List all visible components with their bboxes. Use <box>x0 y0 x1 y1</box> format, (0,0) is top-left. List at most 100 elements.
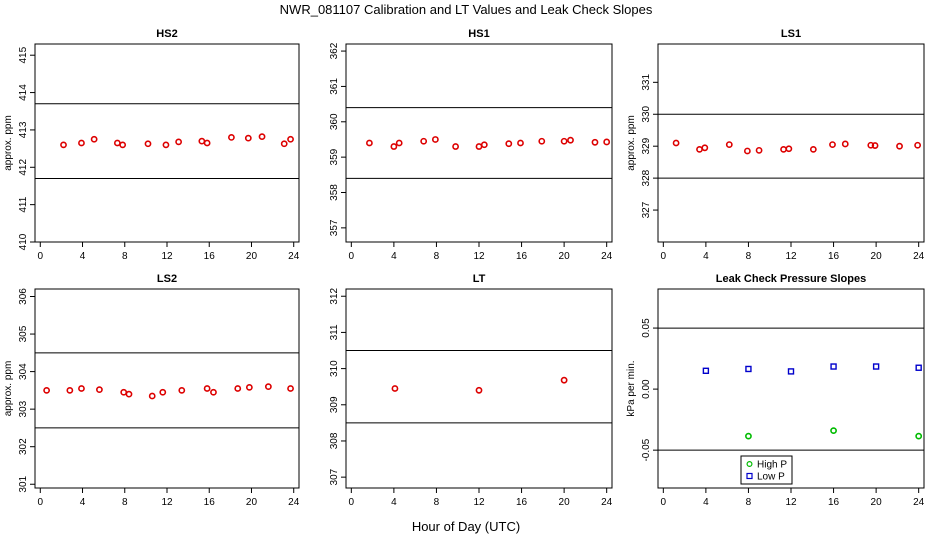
data-point <box>228 133 235 141</box>
y-tick-label: 303 <box>18 400 29 417</box>
y-axis-label: approx. ppm <box>3 361 14 417</box>
y-tick-label: 311 <box>329 324 340 340</box>
x-tick-label: 12 <box>785 497 797 508</box>
data-point <box>96 386 103 394</box>
y-tick-label: 328 <box>641 169 652 186</box>
data-point <box>745 432 752 440</box>
y-tick-label: 357 <box>329 219 340 236</box>
x-tick-label: 16 <box>204 251 216 262</box>
data-point <box>829 141 836 148</box>
x-tick-label: 24 <box>288 497 300 508</box>
y-tick-label: 310 <box>329 360 340 377</box>
y-tick-label: 0.00 <box>641 379 652 399</box>
y-tick-label: 301 <box>18 475 29 492</box>
x-tick-label: 12 <box>473 497 485 508</box>
x-tick-label: 12 <box>161 251 173 262</box>
x-axis-label: Hour of Day (UTC) <box>412 519 520 534</box>
y-tick-label: 309 <box>329 396 340 413</box>
x-tick-label: 20 <box>246 251 258 262</box>
legend-marker <box>746 472 753 480</box>
data-point <box>125 390 133 398</box>
x-tick-label: 4 <box>80 497 86 508</box>
x-tick-label: 0 <box>661 497 667 508</box>
y-tick-label: 307 <box>329 468 340 485</box>
panel-5: Leak Check Pressure Slopes 0 4 8 12 16 20 24 -0.… <box>626 273 925 508</box>
x-tick-label: 8 <box>746 251 752 262</box>
x-tick-label: 4 <box>703 251 709 262</box>
x-tick-label: 8 <box>122 497 128 508</box>
panel-title: LT <box>473 273 486 285</box>
data-point <box>43 386 51 394</box>
data-point <box>538 137 546 145</box>
x-tick-label: 0 <box>37 251 43 262</box>
data-point <box>745 365 752 373</box>
panel-title: Leak Check Pressure Slopes <box>716 273 866 285</box>
y-tick-label: 362 <box>329 42 340 59</box>
x-tick-label: 4 <box>391 251 397 262</box>
x-tick-label: 12 <box>473 251 485 262</box>
data-point <box>725 141 733 148</box>
data-point <box>78 139 85 147</box>
x-tick-label: 0 <box>37 497 43 508</box>
y-tick-label: 361 <box>329 78 340 95</box>
y-tick-label: 0.05 <box>641 318 652 338</box>
x-tick-label: 20 <box>246 497 258 508</box>
data-point <box>452 143 459 150</box>
data-point <box>702 367 710 374</box>
panel-title: HS1 <box>468 28 489 40</box>
data-point <box>701 144 709 152</box>
y-tick-label: 312 <box>329 287 340 304</box>
data-point <box>787 368 795 375</box>
y-tick-label: 412 <box>18 159 29 176</box>
data-point <box>78 385 85 392</box>
x-tick-label: 16 <box>204 497 216 508</box>
x-tick-label: 12 <box>161 497 173 508</box>
data-point <box>475 386 483 394</box>
data-point <box>841 140 849 148</box>
panel-title: LS1 <box>781 28 801 40</box>
y-tick-label: 410 <box>18 233 29 250</box>
panel-4: LT 0 4 8 12 16 20 24 307 308 309 310 311 312 <box>329 273 613 508</box>
x-tick-label: 0 <box>349 497 355 508</box>
data-point <box>119 141 127 149</box>
y-axis-label: approx. ppm <box>3 115 14 171</box>
panel-3: LS2 0 4 8 12 16 20 24 301 302 303 304 305 306 approx. … <box>3 273 300 508</box>
data-point <box>391 385 399 392</box>
data-point <box>148 392 156 400</box>
data-point <box>785 145 793 153</box>
data-point <box>280 140 288 148</box>
y-tick-label: 415 <box>18 46 29 63</box>
x-tick-label: 12 <box>785 251 797 262</box>
data-point <box>144 140 152 148</box>
y-axis-label: kPa per min. <box>626 360 637 416</box>
x-tick-label: 8 <box>434 251 440 262</box>
y-tick-label: 359 <box>329 148 340 165</box>
data-point <box>66 386 74 394</box>
data-point <box>264 383 272 391</box>
data-point <box>420 137 428 145</box>
legend-box <box>740 455 793 485</box>
data-point <box>830 427 837 435</box>
data-point <box>896 142 903 150</box>
panel-1: HS1 0 4 8 12 16 20 24 357 358 359 360 361 362 <box>329 28 613 262</box>
data-point <box>159 388 167 396</box>
x-tick-label: 16 <box>828 497 840 508</box>
y-tick-label: 330 <box>641 105 652 122</box>
data-point <box>203 139 211 147</box>
data-point <box>872 363 880 370</box>
data-point <box>567 136 574 144</box>
x-tick-label: 0 <box>661 251 667 262</box>
x-tick-label: 4 <box>391 497 397 508</box>
x-tick-label: 24 <box>913 251 925 262</box>
y-tick-label: 327 <box>641 201 652 218</box>
panel-title: HS2 <box>156 28 177 40</box>
y-tick-label: 302 <box>18 438 29 455</box>
data-point <box>867 141 875 149</box>
x-tick-label: 4 <box>703 497 709 508</box>
y-tick-label: 411 <box>18 196 29 212</box>
x-tick-label: 24 <box>601 251 613 262</box>
